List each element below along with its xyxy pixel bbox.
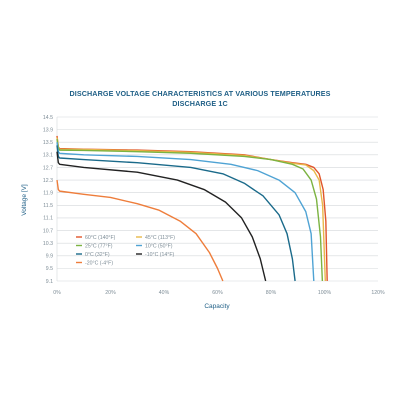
legend-entry: -20°C (-4°F) [85, 260, 113, 266]
y-tick-label: 11.1 [43, 216, 53, 222]
y-tick-label: 14.5 [43, 115, 53, 121]
y-tick-label: 12.3 [43, 178, 53, 184]
legend-entry: -10°C (14°F) [145, 252, 175, 258]
series-line [56, 151, 267, 282]
x-tick-label: 80% [266, 290, 277, 296]
x-tick-label: 40% [159, 290, 170, 296]
series-line [56, 179, 224, 282]
series-line [56, 135, 328, 282]
chart-subtitle: DISCHARGE 1C [172, 99, 228, 108]
y-tick-label: 11.9 [43, 190, 53, 196]
series-line [56, 138, 324, 282]
y-tick-label: 11.5 [43, 203, 53, 209]
chart-title: DISCHARGE VOLTAGE CHARACTERISTICS AT VAR… [69, 89, 331, 98]
y-tick-labels: 9.1 9.5 9.9 10.3 10.7 11.1 11.5 11.9 12.3 12.7 13.… [43, 115, 53, 285]
y-tick-label: 10.3 [43, 241, 53, 247]
y-tick-label: 9.1 [46, 279, 53, 285]
series-line [56, 142, 315, 282]
x-tick-label: 60% [212, 290, 223, 296]
y-tick-label: 13.1 [43, 153, 53, 159]
legend: 60°C (140°F) 45°C (113°F) 25°C (77°F) 10°C … [76, 235, 175, 266]
x-tick-label: 20% [105, 290, 116, 296]
legend-entry: 45°C (113°F) [145, 235, 175, 241]
y-tick-label: 9.9 [46, 254, 53, 260]
x-tick-labels: 0% 20% 40% 60% 80% 100% 120% [53, 290, 385, 296]
x-tick-label: 0% [53, 290, 61, 296]
x-axis-label: Capacity [204, 303, 230, 310]
y-tick-label: 9.5 [46, 266, 53, 272]
x-tick-label: 120% [371, 290, 385, 296]
y-tick-label: 10.7 [43, 228, 53, 234]
legend-entry: 0°C (32°F) [85, 252, 110, 258]
y-tick-label: 12.7 [43, 165, 53, 171]
legend-entry: 10°C (50°F) [145, 243, 173, 249]
y-axis-label: Voltage [V] [21, 184, 28, 216]
series-lines [56, 135, 328, 282]
series-line [56, 145, 296, 282]
x-tick-label: 100% [318, 290, 332, 296]
legend-entry: 25°C (77°F) [85, 243, 113, 249]
y-tick-label: 13.5 [43, 140, 53, 146]
legend-entry: 60°C (140°F) [85, 235, 116, 241]
y-tick-label: 13.9 [43, 127, 53, 133]
